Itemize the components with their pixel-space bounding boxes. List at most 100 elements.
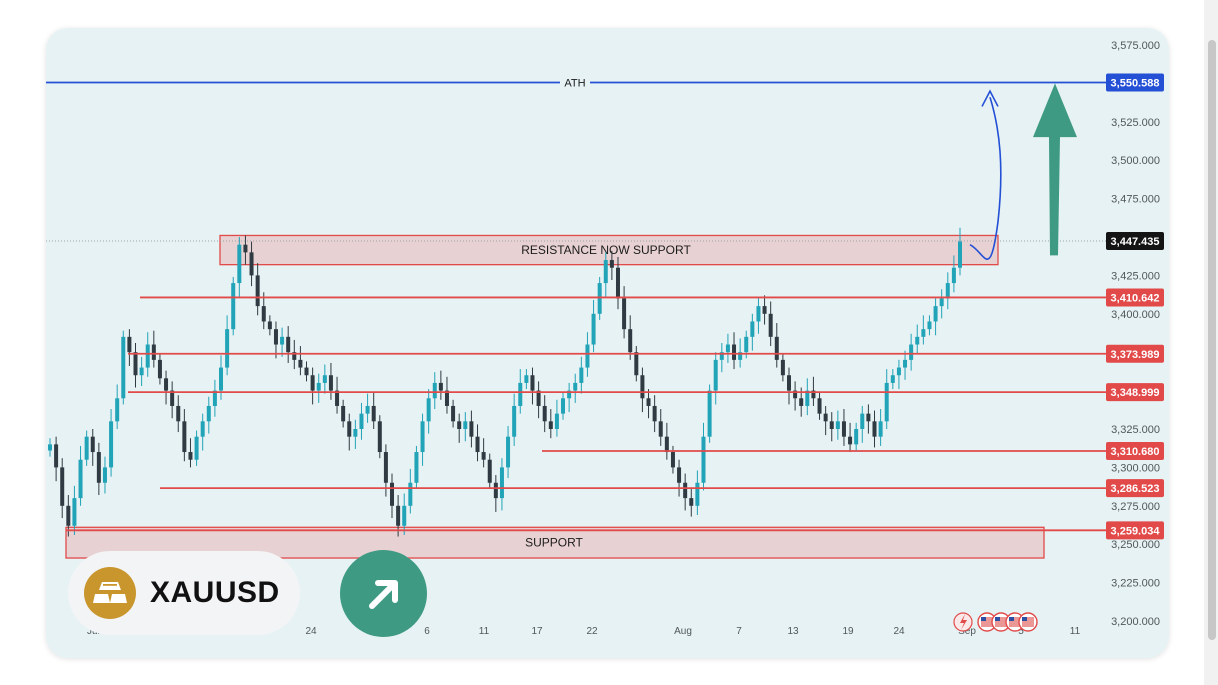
us-flag-stripes: [1022, 617, 1034, 627]
candle-body: [54, 444, 59, 468]
level-price-badge: 3,348.999: [1111, 387, 1160, 399]
x-tick-label: 24: [893, 626, 905, 637]
us-flag-canton: [981, 617, 986, 621]
level-price-badge: 3,259.034: [1111, 525, 1161, 537]
candle-body: [958, 241, 962, 268]
candle-body: [200, 421, 205, 437]
us-flag-canton: [1022, 617, 1027, 621]
y-tick-label: 3,500.000: [1111, 155, 1160, 167]
candle-body: [365, 405, 370, 414]
level-price-badge: 3,310.680: [1111, 446, 1160, 458]
candle-body: [573, 382, 578, 391]
candle-body: [420, 421, 425, 453]
candle-body: [744, 336, 749, 353]
candle-body: [548, 421, 553, 429]
candle-body: [713, 359, 718, 391]
candle-body: [414, 452, 419, 483]
candle-body: [457, 421, 462, 429]
level-price-badge-bg: [1106, 441, 1164, 460]
candle-body: [866, 413, 871, 422]
candle-body: [310, 375, 315, 391]
candle-body: [542, 405, 547, 422]
ath-price-badge-bg: [1106, 73, 1164, 92]
level-price-badge-bg: [1106, 383, 1164, 402]
candle-body: [841, 421, 846, 437]
forecast-up-arrow: [1033, 83, 1077, 256]
candle-body: [432, 382, 437, 399]
candle-body: [237, 244, 242, 284]
candle-body: [603, 260, 608, 284]
candle-body: [225, 329, 230, 368]
candle-body: [829, 421, 834, 429]
candle-body: [536, 390, 541, 406]
scrollbar-thumb[interactable]: [1208, 40, 1216, 640]
candle-body: [84, 436, 89, 460]
candle-body: [499, 467, 504, 499]
candle-body: [658, 421, 663, 437]
y-tick-label: 3,575.000: [1111, 40, 1160, 52]
x-tick-label: 24: [305, 626, 317, 637]
arrow-up-right-icon: [340, 550, 427, 637]
candle-body: [133, 352, 138, 376]
us-flag-stripes: [1009, 617, 1021, 627]
x-tick-label: 17: [531, 626, 543, 637]
candle-body: [786, 375, 791, 391]
candle-body: [121, 336, 126, 399]
symbol-badge[interactable]: XAUUSD: [68, 551, 300, 635]
candle-body: [273, 329, 278, 345]
candle-body: [328, 375, 333, 391]
candle-body: [518, 382, 523, 406]
candle-body: [377, 421, 382, 453]
candle-body: [530, 375, 535, 391]
candle-body: [811, 390, 816, 399]
candle-body: [506, 436, 511, 468]
y-tick-label: 3,400.000: [1111, 309, 1160, 321]
candle-body: [921, 329, 926, 337]
candle-body: [341, 405, 346, 422]
candle-body: [109, 421, 114, 468]
candle-body: [102, 467, 107, 483]
forecast-curve-arrowhead: [981, 89, 999, 107]
candle-body: [255, 275, 260, 307]
candle-body: [609, 260, 614, 268]
candle-body: [683, 482, 688, 499]
candle-body: [444, 390, 449, 406]
candle-body: [591, 313, 596, 345]
candle-body: [848, 436, 853, 445]
candle-body: [212, 390, 217, 406]
candle-body: [347, 421, 352, 437]
candle-body: [194, 436, 199, 460]
candle-body: [689, 498, 694, 506]
candle-body: [78, 459, 83, 499]
candle-body: [304, 367, 309, 376]
candle-body: [750, 321, 755, 337]
candle-body: [182, 421, 187, 453]
candle-body: [701, 436, 706, 483]
candle-body: [597, 283, 602, 314]
candle-body: [481, 452, 486, 460]
candle-body: [267, 321, 272, 330]
candle-body: [48, 444, 52, 451]
candle-body: [719, 352, 724, 360]
candle-body: [646, 398, 651, 406]
candle-body: [463, 421, 468, 429]
level-price-badge: 3,286.523: [1111, 483, 1160, 495]
candle-body: [933, 306, 938, 322]
y-tick-label: 3,325.000: [1111, 424, 1160, 436]
candle-body: [793, 390, 798, 399]
candle-body: [371, 405, 376, 422]
x-tick-label: 6: [424, 626, 430, 637]
candle-body: [817, 398, 822, 414]
y-tick-label: 3,225.000: [1111, 578, 1160, 590]
candle-body: [664, 436, 669, 453]
candle-body: [707, 390, 712, 437]
support-zone-label: SUPPORT: [525, 536, 583, 550]
forecast-curve-arrow: [969, 96, 1002, 260]
candle-body: [487, 459, 492, 483]
page-scrollbar[interactable]: [1204, 0, 1218, 685]
candle-body: [60, 467, 65, 506]
candle-body: [524, 375, 529, 383]
candle-body: [353, 429, 358, 437]
candle-body: [402, 505, 407, 526]
candle-body: [939, 298, 944, 307]
